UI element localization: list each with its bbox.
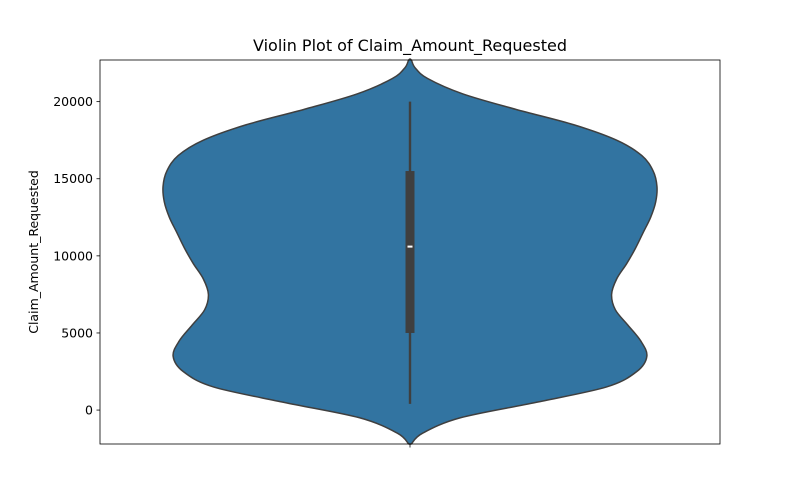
iqr-box (405, 171, 415, 333)
y-axis: 0 5000 10000 15000 20000 (53, 94, 100, 418)
median-marker (407, 245, 413, 248)
y-tick-label: 15000 (53, 171, 93, 186)
y-axis-label: Claim_Amount_Requested (26, 170, 41, 334)
y-tick-label: 0 (85, 403, 93, 418)
y-tick-label: 20000 (53, 94, 93, 109)
y-tick-label: 5000 (61, 325, 93, 340)
y-tick-label: 10000 (53, 248, 93, 263)
plot-area (162, 58, 658, 445)
chart-title: Violin Plot of Claim_Amount_Requested (253, 36, 567, 56)
